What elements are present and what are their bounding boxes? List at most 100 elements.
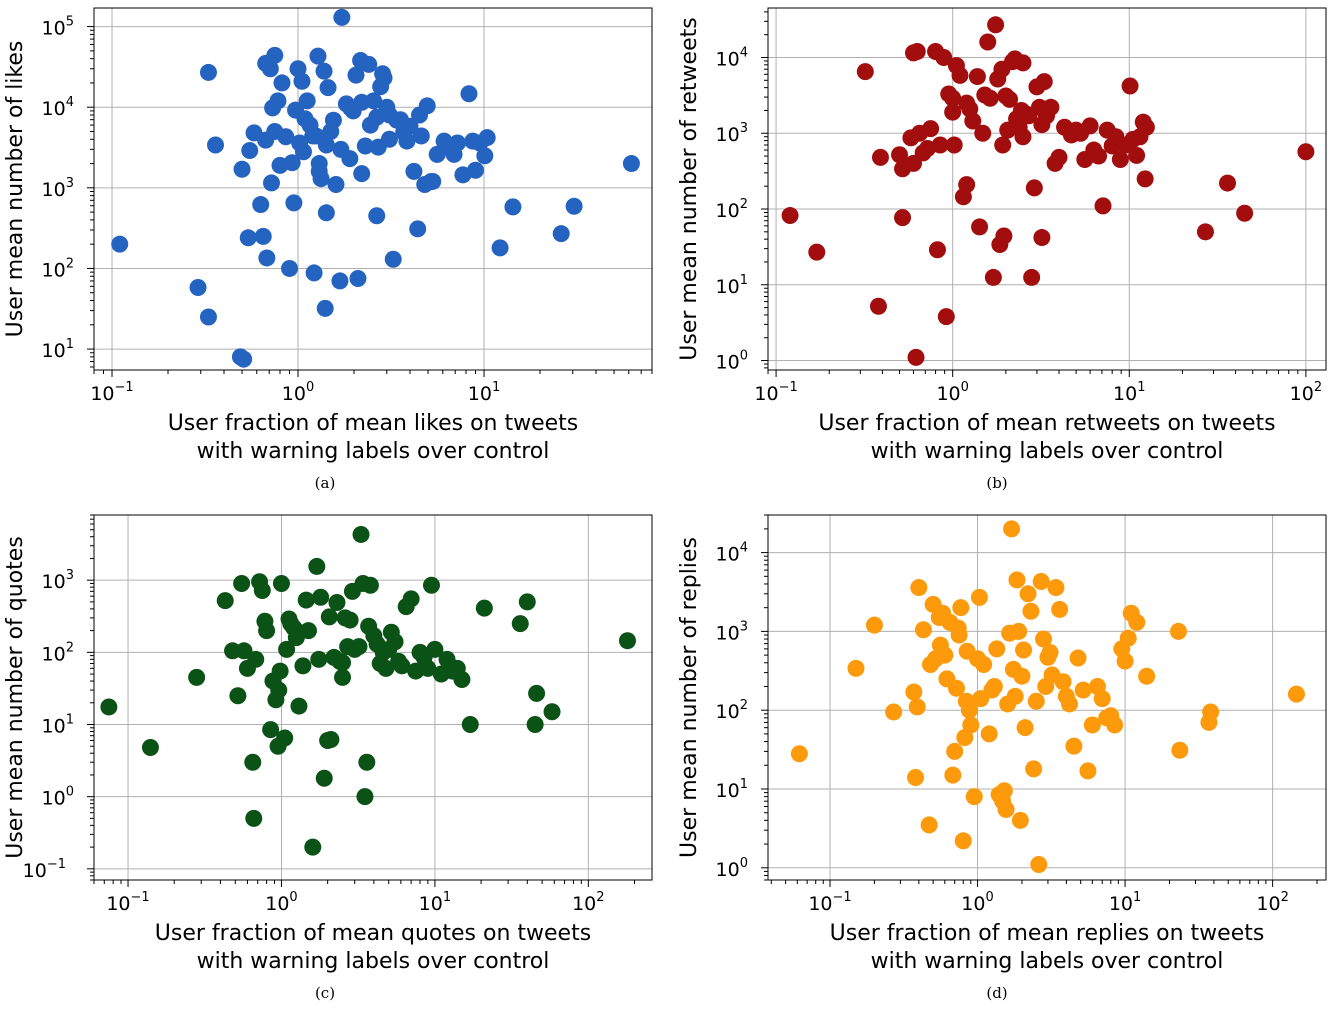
data-point [1033, 229, 1051, 247]
data-point [478, 129, 496, 147]
data-point [312, 170, 330, 188]
data-point [918, 139, 936, 157]
x-axis-label: User fraction of mean quotes on tweets [155, 921, 591, 946]
data-point [328, 594, 346, 612]
data-point [1219, 174, 1237, 192]
data-point [297, 591, 315, 609]
data-point [235, 350, 253, 368]
data-point [258, 622, 276, 640]
panel-caption: (a) [315, 474, 336, 492]
data-point [199, 63, 217, 81]
data-point [305, 264, 323, 282]
data-point [1027, 692, 1045, 710]
data-point [294, 657, 312, 675]
data-point [422, 576, 440, 594]
x-axis-label: User fraction of mean retweets on tweets [818, 411, 1275, 436]
data-point [235, 642, 253, 660]
data-point [266, 122, 284, 140]
data-point [1138, 667, 1156, 685]
data-point [293, 72, 311, 90]
y-tick-label: 10−1 [23, 857, 66, 882]
x-tick-label: 100 [961, 890, 993, 915]
data-point [269, 737, 287, 755]
data-point [945, 136, 963, 154]
data-point [618, 632, 636, 650]
x-tick-label: 10−1 [754, 380, 797, 405]
data-point [968, 68, 986, 86]
data-point [269, 92, 287, 110]
y-tick-label: 103 [716, 121, 748, 146]
data-point [188, 668, 206, 686]
data-point [310, 650, 328, 668]
plot-frame [93, 7, 653, 371]
data-point [352, 525, 370, 543]
data-point [402, 590, 420, 608]
data-point [1136, 170, 1154, 188]
data-point [419, 659, 437, 677]
panel-caption: (b) [986, 474, 1007, 492]
y-tick-label: 104 [716, 45, 748, 70]
data-point [206, 136, 224, 154]
data-point [1079, 762, 1097, 780]
data-point [424, 172, 442, 190]
x-tick-label: 101 [468, 380, 500, 405]
data-point [970, 588, 988, 606]
data-point [1054, 673, 1072, 691]
data-point [946, 742, 964, 760]
data-point [504, 198, 522, 216]
data-point [460, 85, 478, 103]
x-tick-label: 10−1 [90, 380, 133, 405]
data-point [491, 239, 509, 257]
data-point [299, 622, 317, 640]
data-point [322, 730, 340, 748]
x-tick-label: 10−1 [106, 890, 149, 915]
data-point [995, 782, 1013, 800]
data-point [332, 140, 350, 158]
data-point [781, 207, 799, 225]
data-point [1094, 197, 1112, 215]
data-point [233, 574, 251, 592]
y-tick-label: 103 [716, 619, 748, 644]
data-point [353, 165, 371, 183]
y-axis-label: User mean number of retweets [677, 17, 702, 360]
data-point [448, 134, 466, 152]
data-point [622, 155, 640, 173]
data-point [368, 207, 386, 225]
data-point [985, 677, 1003, 695]
data-point [891, 146, 909, 164]
x-axis-label: with warning labels over control [871, 949, 1224, 974]
data-point [1128, 613, 1146, 631]
data-point [310, 155, 328, 173]
plot-frame [93, 514, 653, 881]
data-point [294, 143, 312, 161]
data-point [349, 270, 367, 288]
data-point [347, 66, 365, 84]
data-point [944, 89, 962, 107]
x-axis-label: with warning labels over control [197, 439, 550, 464]
data-point [308, 557, 326, 575]
data-point [252, 196, 270, 214]
data-point [261, 60, 279, 78]
x-tick-label: 102 [572, 890, 604, 915]
data-point [1030, 856, 1048, 874]
data-point [317, 204, 335, 222]
data-point [908, 42, 926, 60]
data-point [1025, 760, 1043, 778]
data-point [241, 142, 259, 160]
data-point [1081, 117, 1099, 135]
data-point [1236, 204, 1254, 222]
panel-caption: (d) [986, 984, 1007, 1002]
data-point [979, 33, 997, 51]
data-point [965, 788, 983, 806]
data-point [1051, 600, 1069, 618]
y-tick-label: 102 [42, 640, 74, 665]
data-point [847, 659, 865, 677]
x-tick-label: 100 [282, 380, 314, 405]
y-tick-label: 100 [716, 856, 748, 881]
data-point [1287, 685, 1305, 703]
data-point [981, 89, 999, 107]
data-point [375, 69, 393, 87]
data-point [453, 671, 471, 689]
plot-frame [767, 514, 1327, 881]
